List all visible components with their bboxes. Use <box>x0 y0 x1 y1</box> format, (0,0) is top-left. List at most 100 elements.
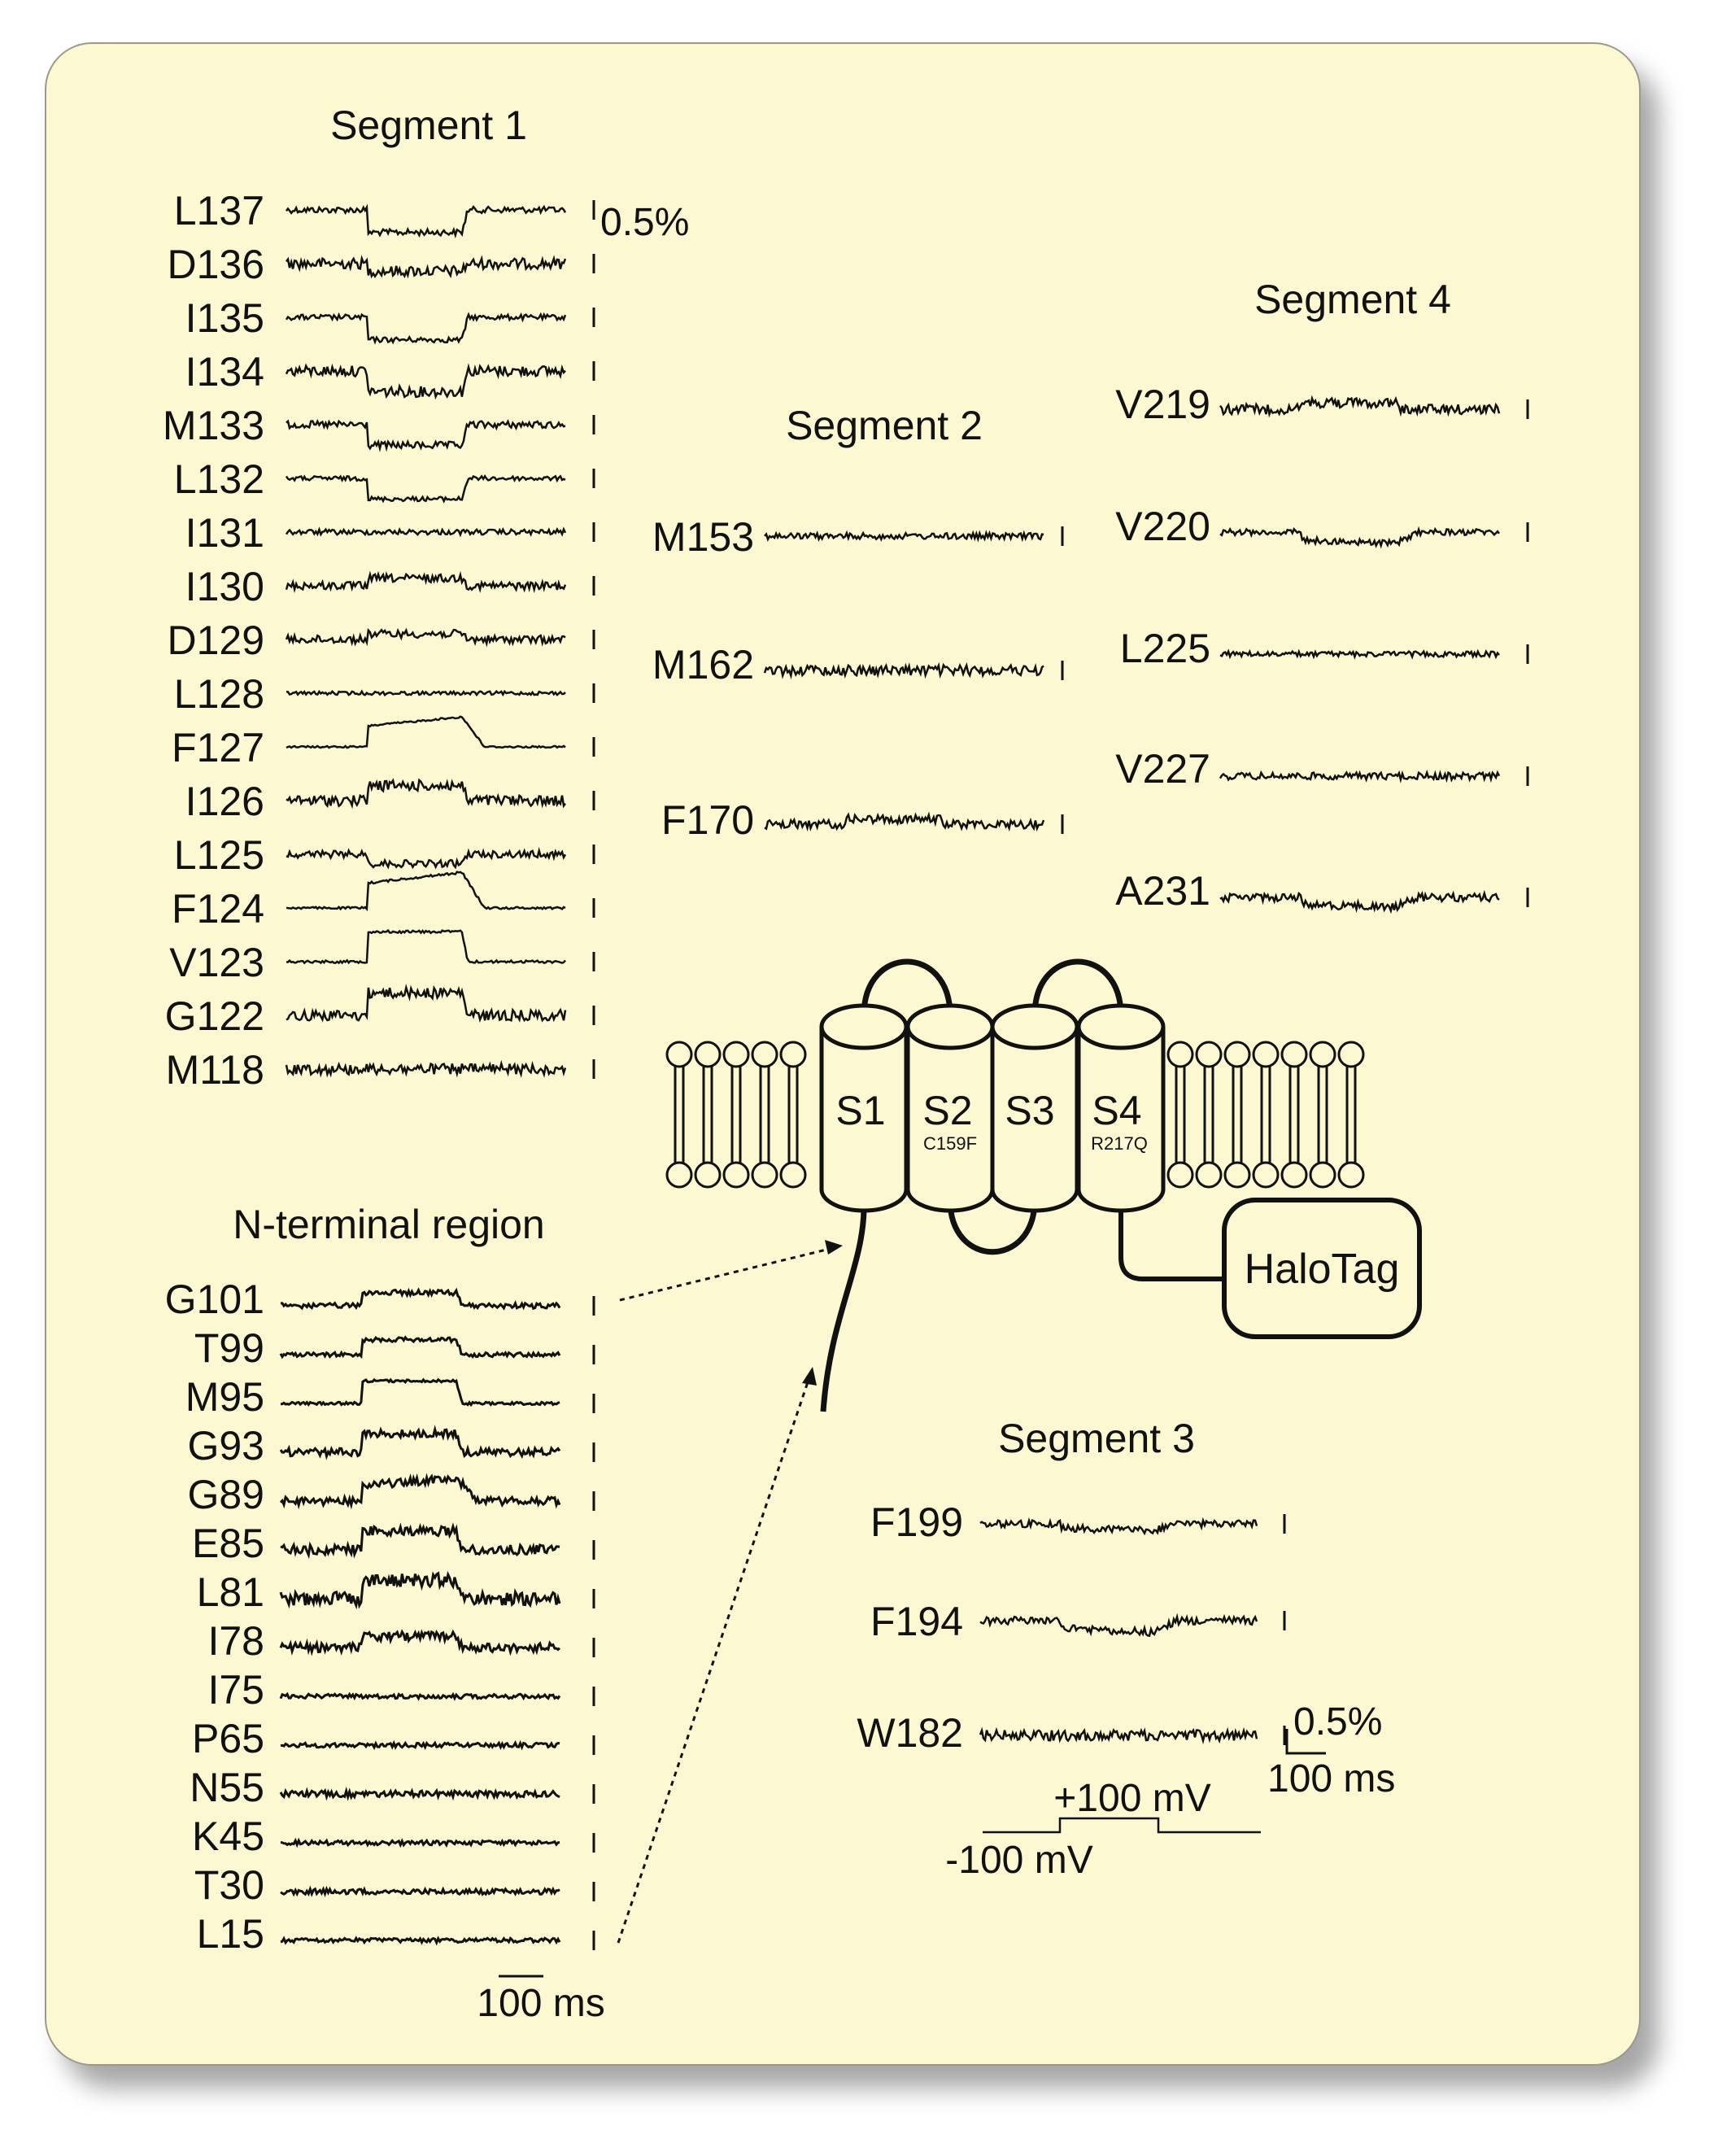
trace-T99 <box>279 1335 561 1360</box>
helix-s1-label: S1 <box>835 1088 885 1133</box>
helix-s2: S2 C159F <box>905 1003 995 1213</box>
segment-3-amplitude-scale-label: 0.5% <box>1293 1700 1382 1744</box>
trace-E85 <box>280 1522 560 1560</box>
voltage-protocol-low-label: -100 mV <box>945 1839 1092 1882</box>
trace-I126 <box>286 778 566 810</box>
segment-1-scale-label: 0.5% <box>600 201 689 244</box>
trace-label-I75: I75 <box>207 1667 264 1713</box>
trace-label-L125: L125 <box>174 832 264 878</box>
lipid-lipids-right-3-circle <box>1252 1161 1280 1189</box>
trace-label-G89: G89 <box>187 1472 264 1517</box>
trace-label-F127: F127 <box>172 725 264 770</box>
lipid-lipids-right-5-circle <box>1309 1161 1336 1189</box>
trace-K45 <box>280 1837 560 1848</box>
trace-M153 <box>764 530 1044 543</box>
lipid-lipids-left-3-circle <box>751 1161 778 1189</box>
trace-I78 <box>279 1629 561 1656</box>
trace-label-V219: V219 <box>1115 382 1210 427</box>
trace-V123 <box>286 928 566 965</box>
trace-M133 <box>286 418 566 452</box>
trace-label-I135: I135 <box>185 295 264 341</box>
halotag-label: HaloTag <box>1245 1246 1400 1293</box>
lipid-lipids-right-2-circle <box>1223 1041 1251 1068</box>
trace-L81 <box>279 1570 561 1610</box>
dotted-arrow-upper <box>619 1246 837 1302</box>
trace-label-W182: W182 <box>857 1710 963 1756</box>
loop-s2-s3-intracellular <box>947 1199 1038 1255</box>
trace-I75 <box>279 1691 561 1701</box>
segment-1-title: Segment 1 <box>330 103 527 148</box>
trace-label-I78: I78 <box>207 1618 264 1664</box>
membrane-lipids-left <box>665 1041 807 1189</box>
helix-s4-label: S4 <box>1092 1088 1141 1133</box>
loop-s1-s2-extracellular <box>861 958 953 1016</box>
trace-label-G101: G101 <box>165 1277 264 1322</box>
trace-I134 <box>285 363 566 400</box>
lipid-lipids-right-4-circle <box>1280 1041 1308 1068</box>
trace-label-N55: N55 <box>190 1765 264 1810</box>
loop-s3-s4-extracellular <box>1031 958 1124 1016</box>
trace-V220 <box>1219 526 1500 549</box>
trace-M95 <box>280 1377 560 1408</box>
n-terminal-title: N-terminal region <box>233 1202 544 1247</box>
trace-A231 <box>1219 889 1500 914</box>
trace-T30 <box>280 1885 560 1898</box>
segment-3-traces: F199 F194 W182 0.5% 100 ms +100 mV -100 … <box>857 1499 1395 1882</box>
trace-F199 <box>979 1517 1258 1536</box>
lipid-lipids-left-4-circle <box>779 1041 807 1068</box>
lipid-lipids-right-6-circle <box>1337 1161 1365 1189</box>
trace-label-D129: D129 <box>167 618 264 663</box>
dotted-arrow-upper-head <box>825 1240 843 1255</box>
trace-label-V220: V220 <box>1115 504 1210 549</box>
trace-P65 <box>280 1739 560 1751</box>
lipid-lipids-right-5-circle <box>1309 1041 1336 1068</box>
trace-label-A231: A231 <box>1115 868 1210 914</box>
dotted-arrow-lower-head <box>802 1367 817 1386</box>
n-terminal-time-scale-label: 100 ms <box>477 1982 604 2025</box>
halotag-box <box>1222 1198 1422 1339</box>
amplitude-scale-ticks <box>592 200 1529 1950</box>
trace-label-T99: T99 <box>194 1325 264 1371</box>
trace-V219 <box>1219 395 1501 418</box>
helix-s4-mutation: R217Q <box>1091 1133 1148 1154</box>
lipid-lipids-left-2-circle <box>722 1161 750 1189</box>
n-terminal-traces: G101 T99 M95 G93 G89 E85 L81 I78 I75 P65… <box>165 1277 605 2025</box>
trace-label-I131: I131 <box>185 510 264 556</box>
trace-label-L15: L15 <box>197 1911 264 1957</box>
trace-label-V227: V227 <box>1115 746 1210 792</box>
segment-3-time-scale-label: 100 ms <box>1267 1757 1395 1800</box>
trace-label-T30: T30 <box>194 1862 264 1908</box>
lipid-lipids-left-1-circle <box>694 1161 722 1189</box>
voltage-protocol-high-label: +100 mV <box>1053 1777 1210 1820</box>
trace-G89 <box>279 1473 561 1510</box>
lipid-lipids-left-0-circle <box>665 1161 693 1189</box>
trace-label-L132: L132 <box>174 456 264 502</box>
n-terminal-tail <box>820 1210 867 1412</box>
trace-label-M95: M95 <box>185 1374 264 1420</box>
helix-s1: S1 <box>819 1003 909 1213</box>
trace-I130 <box>285 570 567 594</box>
trace-label-M153: M153 <box>652 514 754 560</box>
lipid-lipids-left-3-circle <box>751 1041 778 1068</box>
channel-topology-diagram: S1 S2 C159F S3 S4 R217Q HaloTag <box>617 958 1422 1944</box>
segment-3-scale-bars <box>1285 1729 1326 1755</box>
membrane-lipids-right <box>1166 1041 1365 1189</box>
segment-2-traces: M153 M162 F170 <box>652 514 1045 843</box>
trace-label-G122: G122 <box>165 993 264 1039</box>
trace-label-M118: M118 <box>166 1047 264 1093</box>
trace-L15 <box>280 1936 561 1946</box>
trace-F170 <box>764 811 1045 832</box>
trace-label-F124: F124 <box>172 886 264 932</box>
trace-M118 <box>285 1059 567 1078</box>
segment-3-title: Segment 3 <box>998 1416 1195 1461</box>
lipid-lipids-right-2-circle <box>1223 1161 1251 1189</box>
trace-label-F194: F194 <box>870 1599 963 1644</box>
segment-4-title: Segment 4 <box>1254 277 1451 322</box>
trace-label-I134: I134 <box>185 349 264 395</box>
trace-label-F170: F170 <box>661 797 754 843</box>
trace-G122 <box>286 984 567 1023</box>
lipid-lipids-right-0-circle <box>1166 1041 1194 1068</box>
trace-V227 <box>1219 769 1501 783</box>
trace-G93 <box>279 1425 561 1460</box>
trace-I131 <box>285 526 567 538</box>
